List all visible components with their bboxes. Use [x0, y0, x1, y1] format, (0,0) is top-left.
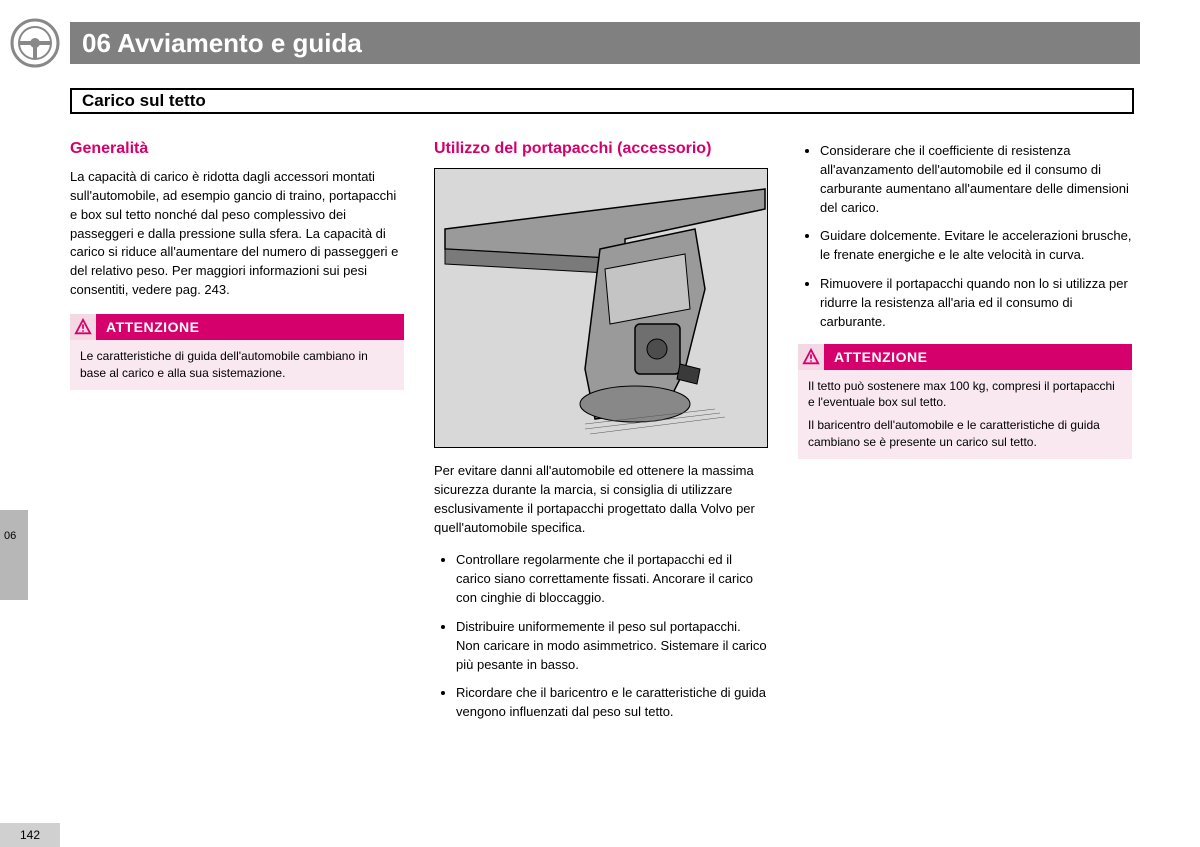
side-tab	[0, 510, 28, 600]
list-item: Ricordare che il baricentro e le caratte…	[456, 684, 768, 722]
col1-heading: Generalità	[70, 140, 404, 158]
attention-label: ATTENZIONE	[824, 349, 927, 365]
side-tab-label: 06	[4, 530, 16, 542]
list-item: Distribuire uniformemente il peso sul po…	[456, 618, 768, 675]
column-1: Generalità La capacità di carico è ridot…	[70, 140, 404, 732]
list-item: Controllare regolarmente che il portapac…	[456, 551, 768, 608]
attention-label: ATTENZIONE	[96, 319, 199, 335]
col2-bullets: Controllare regolarmente che il portapac…	[434, 551, 768, 722]
col2-paragraph: Per evitare danni all'automobile ed otte…	[434, 462, 768, 537]
warning-icon	[798, 344, 824, 370]
list-item: Rimuovere il portapacchi quando non lo s…	[820, 275, 1132, 332]
column-3: Considerare che il coefficiente di resis…	[798, 140, 1132, 732]
section-title: Carico sul tetto	[82, 91, 206, 111]
column-2: Utilizzo del portapacchi (accessorio)	[434, 140, 768, 732]
roof-rack-figure	[434, 168, 768, 448]
attention-text: Il baricentro dell'automobile e le carat…	[808, 417, 1122, 451]
attention-box-2: ATTENZIONE Il tetto può sostenere max 10…	[798, 344, 1132, 459]
attention-text: Il tetto può sostenere max 100 kg, compr…	[808, 378, 1122, 412]
steering-wheel-icon	[10, 18, 60, 68]
attention-body: Il tetto può sostenere max 100 kg, compr…	[798, 370, 1132, 459]
chapter-bar: 06 Avviamento e guida	[70, 22, 1140, 64]
col1-paragraph: La capacità di carico è ridotta dagli ac…	[70, 168, 404, 300]
attention-text: Le caratteristiche di guida dell'automob…	[80, 348, 394, 382]
col2-heading: Utilizzo del portapacchi (accessorio)	[434, 140, 768, 158]
col3-bullets: Considerare che il coefficiente di resis…	[798, 142, 1132, 332]
attention-header: ATTENZIONE	[798, 344, 1132, 370]
list-item: Guidare dolcemente. Evitare le acceleraz…	[820, 227, 1132, 265]
attention-header: ATTENZIONE	[70, 314, 404, 340]
page-number-bg: 142	[0, 823, 60, 847]
content-columns: Generalità La capacità di carico è ridot…	[70, 140, 1134, 732]
page-number: 142	[20, 828, 40, 842]
attention-box-1: ATTENZIONE Le caratteristiche di guida d…	[70, 314, 404, 390]
section-bar: Carico sul tetto	[70, 88, 1134, 114]
attention-body: Le caratteristiche di guida dell'automob…	[70, 340, 404, 390]
list-item: Considerare che il coefficiente di resis…	[820, 142, 1132, 217]
warning-icon	[70, 314, 96, 340]
chapter-title: 06 Avviamento e guida	[82, 28, 362, 59]
